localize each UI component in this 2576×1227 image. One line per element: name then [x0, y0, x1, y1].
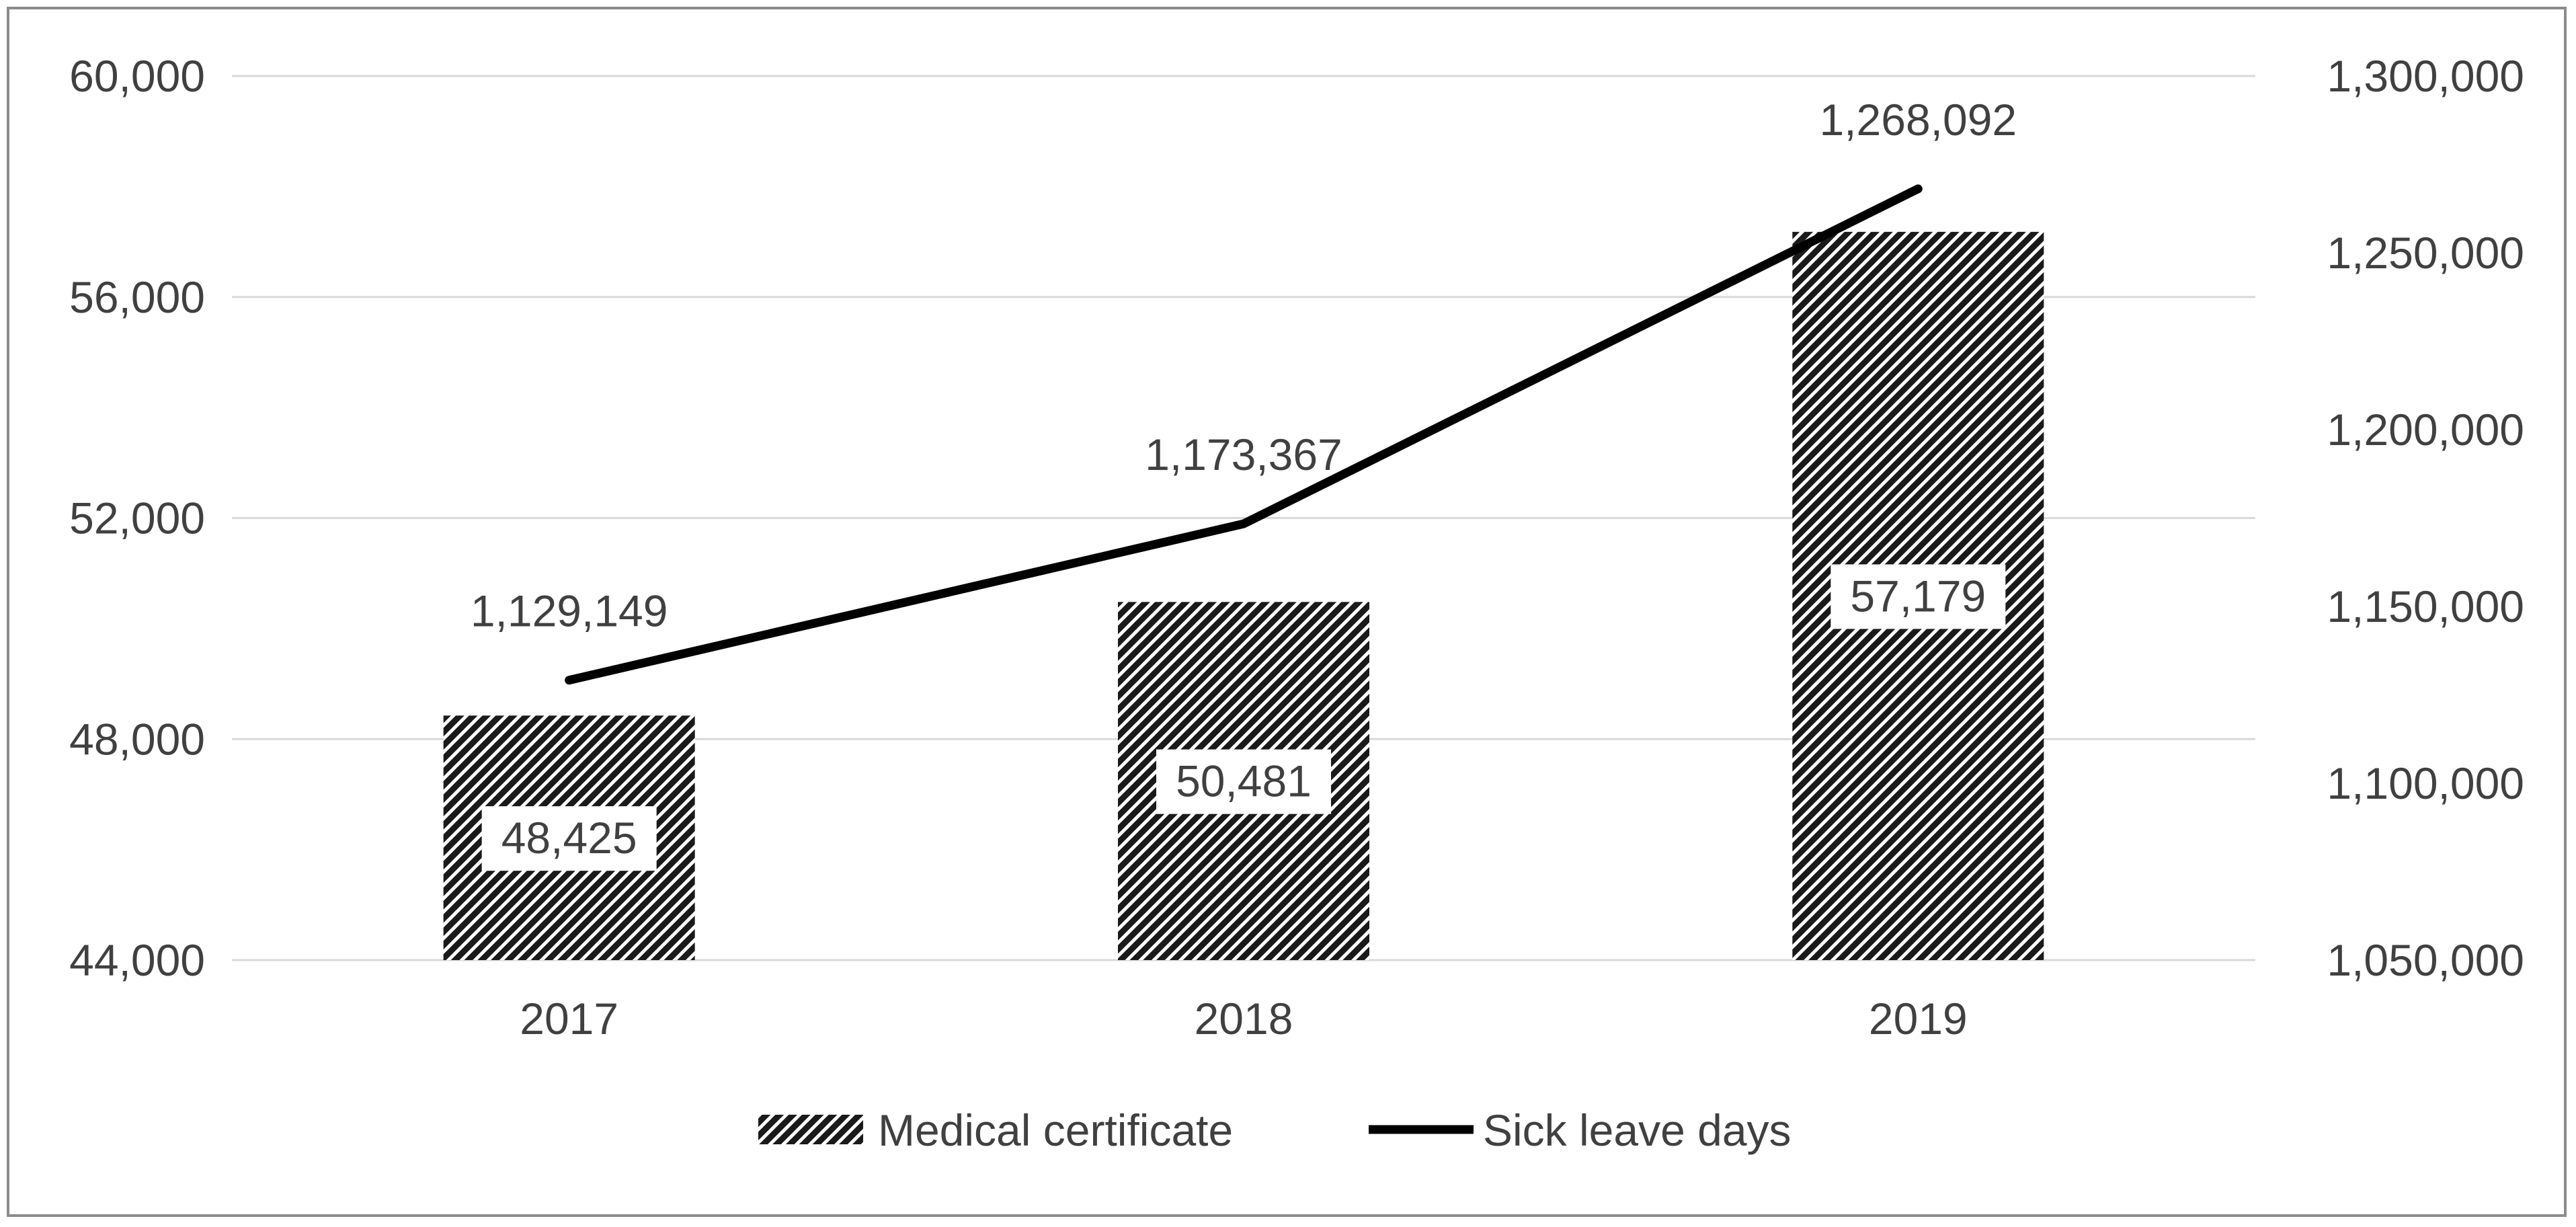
legend-label-medical-certificate: Medical certificate [878, 1105, 1233, 1155]
line-series-sick-leave-days [565, 184, 1923, 685]
right-tick-label: 1,050,000 [2327, 935, 2524, 985]
left-tick-label: 60,000 [69, 51, 205, 101]
right-tick-label: 1,100,000 [2327, 758, 2524, 808]
legend: Medical certificate Sick leave days [758, 1105, 1792, 1155]
bar-label-background [481, 806, 657, 871]
bar-data-label: 57,179 [1850, 571, 1986, 621]
left-tick-label: 56,000 [69, 272, 205, 322]
bar-label-background [1830, 564, 2006, 629]
right-tick-label: 1,300,000 [2327, 51, 2524, 101]
bar-data-label: 48,425 [501, 813, 637, 863]
x-tick-label: 2017 [520, 994, 618, 1043]
right-tick-label: 1,150,000 [2327, 582, 2524, 631]
left-tick-label: 48,000 [69, 714, 205, 764]
line-point [1243, 523, 1244, 525]
line-data-label: 1,268,092 [1820, 95, 2017, 145]
line-data-label: 1,129,149 [471, 586, 668, 636]
bar-data-labels: 48,425 50,481 57,179 [481, 564, 2006, 871]
x-tick-label: 2019 [1869, 994, 1968, 1043]
x-axis: 2017 2018 2019 [520, 994, 1967, 1043]
bar-series-medical-certificate [443, 231, 2044, 960]
bar-data-label: 50,481 [1176, 756, 1312, 806]
x-tick-label: 2018 [1195, 994, 1293, 1043]
line-point [568, 679, 570, 681]
left-tick-label: 52,000 [69, 493, 205, 543]
line-point [1917, 188, 1919, 190]
right-axis: 1,050,000 1,100,000 1,150,000 1,200,000 1,25… [2327, 51, 2524, 985]
legend-swatch-medical-certificate [758, 1115, 863, 1144]
left-tick-label: 44,000 [69, 935, 205, 985]
right-tick-label: 1,200,000 [2327, 405, 2524, 454]
bar-label-background [1156, 749, 1331, 814]
left-axis: 44,000 48,000 52,000 56,000 60,000 [69, 51, 205, 985]
line-data-labels: 1,129,149 1,173,367 1,268,092 [471, 95, 2017, 636]
right-tick-label: 1,250,000 [2327, 228, 2524, 278]
line-data-label: 1,173,367 [1145, 430, 1342, 479]
legend-label-sick-leave-days: Sick leave days [1483, 1105, 1792, 1155]
